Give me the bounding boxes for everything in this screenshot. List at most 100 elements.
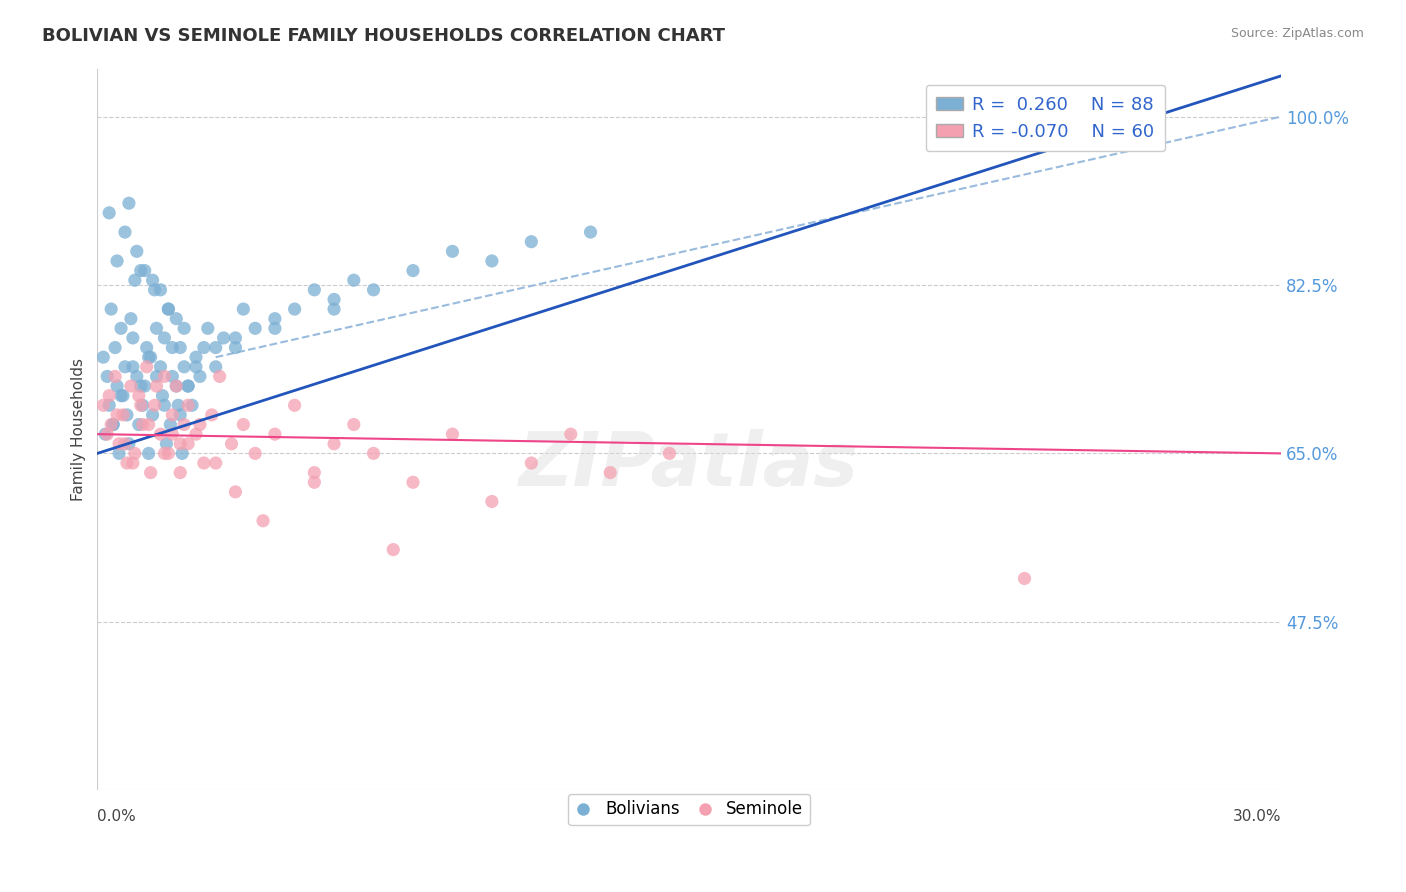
Point xyxy=(184,350,207,364)
Point xyxy=(188,417,211,432)
Point xyxy=(157,446,180,460)
Point xyxy=(284,301,307,316)
Point xyxy=(184,427,207,442)
Point xyxy=(125,369,148,384)
Point xyxy=(323,301,346,316)
Point xyxy=(304,475,326,490)
Point xyxy=(149,427,172,442)
Point xyxy=(153,331,176,345)
Point xyxy=(91,350,114,364)
Point xyxy=(121,359,143,374)
Point xyxy=(124,273,146,287)
Point xyxy=(169,341,191,355)
Point xyxy=(132,417,155,432)
Point xyxy=(173,417,195,432)
Point xyxy=(169,466,191,480)
Point xyxy=(159,417,181,432)
Point xyxy=(118,437,141,451)
Point xyxy=(162,408,184,422)
Point xyxy=(264,427,287,442)
Point xyxy=(243,446,266,460)
Point xyxy=(157,301,180,316)
Point xyxy=(108,446,131,460)
Point xyxy=(232,417,254,432)
Point xyxy=(138,417,160,432)
Point xyxy=(145,369,167,384)
Point xyxy=(105,408,128,422)
Point xyxy=(124,446,146,460)
Point xyxy=(132,398,155,412)
Point xyxy=(264,311,287,326)
Point xyxy=(98,389,121,403)
Point xyxy=(134,263,156,277)
Point xyxy=(658,446,681,460)
Point xyxy=(96,427,118,442)
Point xyxy=(118,196,141,211)
Point xyxy=(110,321,132,335)
Point xyxy=(304,466,326,480)
Point xyxy=(181,398,204,412)
Point xyxy=(441,244,464,259)
Point xyxy=(104,341,127,355)
Point xyxy=(221,437,243,451)
Point xyxy=(114,359,136,374)
Point xyxy=(193,456,215,470)
Point xyxy=(153,398,176,412)
Point xyxy=(252,514,274,528)
Point xyxy=(152,389,174,403)
Point xyxy=(139,466,162,480)
Point xyxy=(177,379,200,393)
Point xyxy=(224,331,246,345)
Point xyxy=(157,301,180,316)
Point xyxy=(120,311,142,326)
Point xyxy=(115,456,138,470)
Point xyxy=(120,379,142,393)
Point xyxy=(481,494,503,508)
Point xyxy=(323,293,346,307)
Point xyxy=(143,398,166,412)
Point xyxy=(139,350,162,364)
Point xyxy=(162,427,184,442)
Point xyxy=(560,427,582,442)
Point xyxy=(135,341,157,355)
Point xyxy=(138,446,160,460)
Point xyxy=(121,331,143,345)
Point xyxy=(110,389,132,403)
Point xyxy=(323,437,346,451)
Point xyxy=(153,369,176,384)
Point xyxy=(129,379,152,393)
Point xyxy=(177,437,200,451)
Point xyxy=(481,254,503,268)
Point xyxy=(184,359,207,374)
Y-axis label: Family Households: Family Households xyxy=(72,358,86,500)
Point xyxy=(165,379,187,393)
Point xyxy=(173,359,195,374)
Point xyxy=(115,408,138,422)
Point xyxy=(232,301,254,316)
Point xyxy=(1014,572,1036,586)
Point xyxy=(177,379,200,393)
Point xyxy=(100,301,122,316)
Point xyxy=(125,244,148,259)
Point xyxy=(134,379,156,393)
Point xyxy=(173,321,195,335)
Text: 30.0%: 30.0% xyxy=(1233,809,1281,824)
Point xyxy=(224,341,246,355)
Point xyxy=(96,369,118,384)
Point xyxy=(243,321,266,335)
Point xyxy=(579,225,602,239)
Point xyxy=(128,417,150,432)
Point xyxy=(172,446,194,460)
Point xyxy=(138,350,160,364)
Point xyxy=(382,542,405,557)
Point xyxy=(142,273,165,287)
Point xyxy=(162,341,184,355)
Text: Source: ZipAtlas.com: Source: ZipAtlas.com xyxy=(1230,27,1364,40)
Point xyxy=(142,408,165,422)
Point xyxy=(155,437,177,451)
Point xyxy=(91,398,114,412)
Point xyxy=(520,456,543,470)
Point xyxy=(343,273,366,287)
Point xyxy=(98,206,121,220)
Point xyxy=(121,456,143,470)
